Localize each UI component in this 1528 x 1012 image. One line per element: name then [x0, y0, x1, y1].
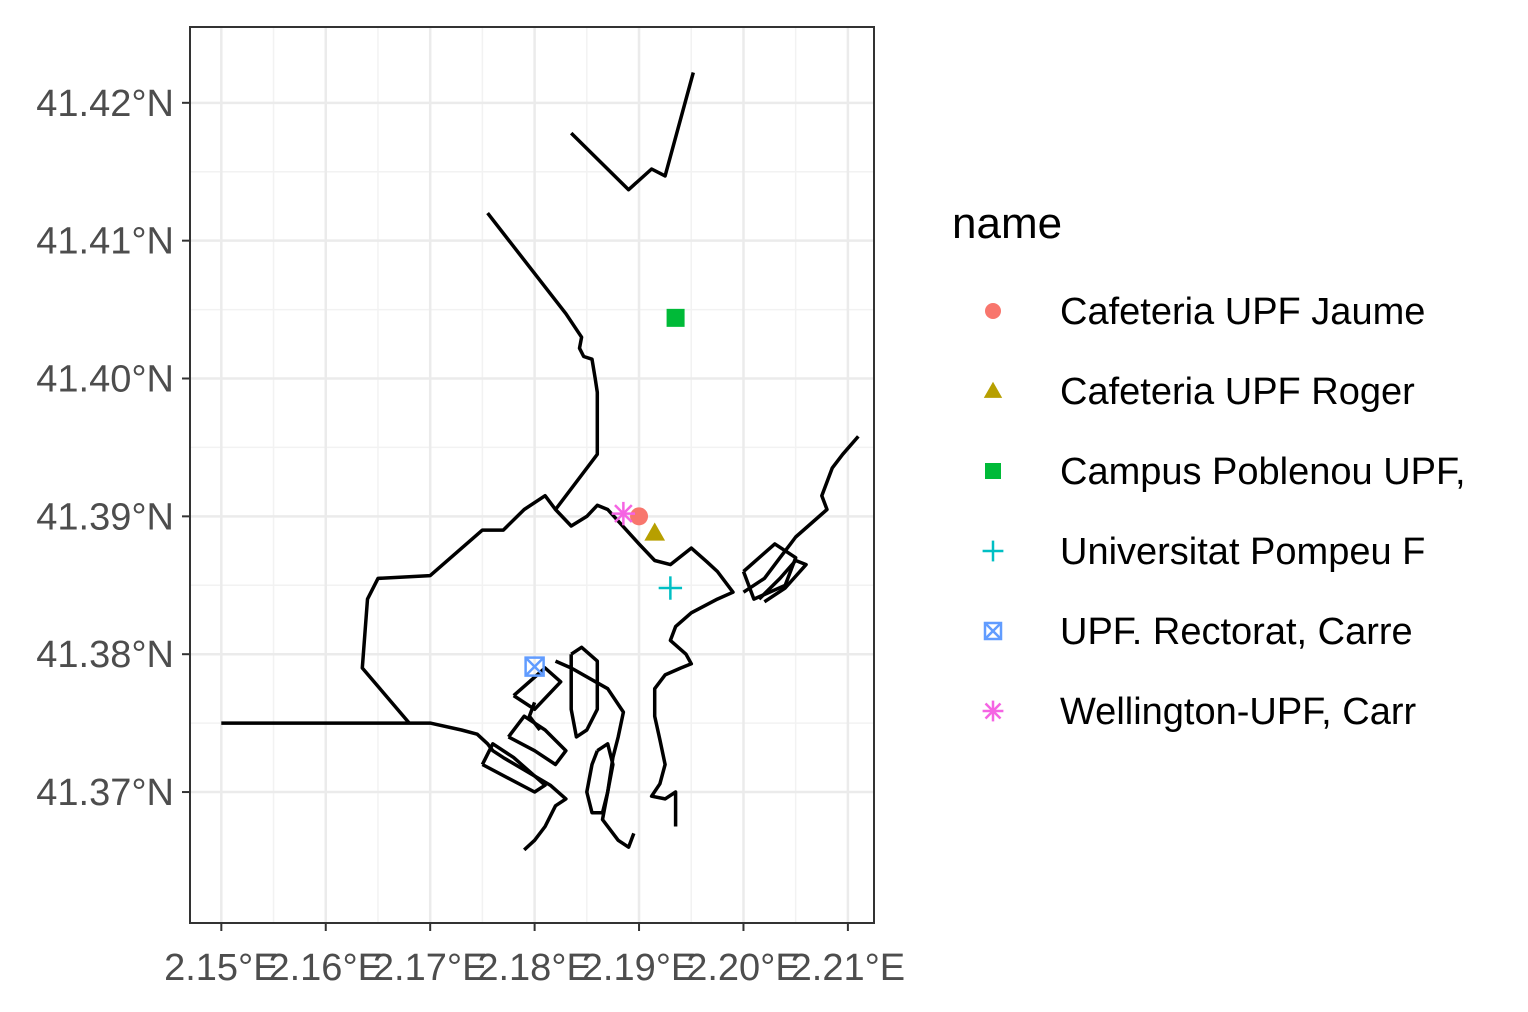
y-tick-label: 41.42°N — [36, 83, 174, 125]
legend-key-plus — [982, 540, 1004, 562]
legend-label: Cafeteria UPF Roger — [1060, 371, 1415, 413]
boundary-line — [360, 493, 557, 725]
y-tick-label: 41.38°N — [36, 634, 174, 676]
y-tick-label: 41.40°N — [36, 359, 174, 401]
y-axis: 41.37°N 41.38°N 41.39°N 41.40°N 41.41°N 41.42… — [36, 83, 190, 814]
boundary-line — [757, 558, 808, 604]
boundary-line — [585, 742, 615, 815]
x-tick-label: 2.16°E — [268, 947, 383, 989]
boundary-line — [569, 72, 695, 192]
legend-key-square-cross — [983, 621, 1003, 641]
legend-key-triangle — [983, 381, 1003, 398]
legend-key-square — [985, 463, 1001, 479]
plot-panel-border — [189, 26, 875, 924]
legend-label: UPF. Rectorat, Carre — [1060, 611, 1413, 653]
y-tick-label: 41.37°N — [36, 772, 174, 814]
legend-key-circle — [985, 303, 1001, 319]
legend-label: Cafeteria UPF Jaume — [1060, 291, 1425, 333]
ast-d2 — [614, 504, 633, 523]
legend-label: Wellington-UPF, Carr — [1060, 691, 1417, 733]
boundary-line — [486, 212, 735, 827]
boundary-line — [569, 645, 600, 739]
legend-key-asterisk — [982, 700, 1004, 722]
x-tick-label: 2.20°E — [686, 947, 801, 989]
boundary-line — [480, 742, 547, 794]
point-asterisk — [611, 501, 636, 526]
diag-b — [524, 656, 545, 677]
x-tick-label: 2.17°E — [373, 947, 488, 989]
point-plus — [658, 576, 683, 600]
legend-label: Universitat Pompeu F — [1060, 531, 1425, 573]
legend-title: name — [952, 199, 1062, 248]
box — [524, 656, 545, 677]
boundary-lines — [221, 72, 860, 852]
boundary-line — [507, 714, 568, 767]
legend: name Cafeteria UPF Jaume Cafeteria UPF Ro… — [952, 199, 1466, 733]
point-square — [666, 308, 685, 327]
x-tick-label: 2.18°E — [477, 947, 592, 989]
x-tick-label: 2.21°E — [791, 947, 906, 989]
gridlines — [190, 27, 874, 923]
plot-panel-background — [190, 27, 874, 923]
y-tick-label: 41.39°N — [36, 496, 174, 538]
boundary-line — [512, 666, 563, 712]
point-square-cross — [524, 656, 545, 677]
legend-label: Campus Poblenou UPF, — [1060, 451, 1466, 493]
point-circle — [630, 507, 649, 526]
boundary-line — [527, 701, 542, 732]
ast-d2 — [984, 702, 1002, 720]
diag-b — [984, 622, 1002, 640]
x-tick-label: 2.15°E — [164, 947, 279, 989]
x-axis: 2.15°E2.16°E2.17°E2.18°E2.19°E2.20°E2.21… — [164, 923, 905, 989]
point-triangle — [644, 522, 666, 541]
boundary-line — [221, 721, 568, 852]
data-points — [524, 308, 685, 677]
x-tick-label: 2.19°E — [582, 947, 697, 989]
y-tick-label: 41.41°N — [36, 221, 174, 263]
boundary-line — [742, 435, 860, 594]
boundary-line — [741, 542, 798, 601]
box — [983, 621, 1003, 641]
